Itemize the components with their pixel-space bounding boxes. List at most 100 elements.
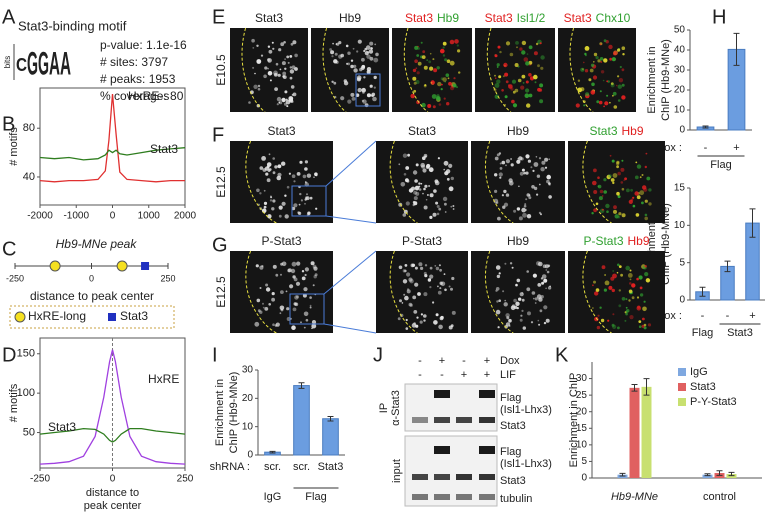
cell	[528, 196, 532, 200]
cell	[373, 86, 376, 89]
cell	[493, 198, 499, 204]
image-label: P-Stat3 Hb9	[583, 234, 649, 248]
cell	[521, 40, 527, 46]
cell	[521, 309, 524, 312]
cell	[292, 40, 297, 45]
band	[434, 474, 450, 480]
y-axis-label: # motifs	[8, 383, 20, 422]
cell	[414, 59, 418, 63]
category-label: +	[733, 142, 739, 154]
cell	[357, 87, 362, 93]
cell	[309, 306, 312, 309]
legend-swatch	[678, 383, 686, 391]
cell	[617, 48, 621, 52]
cell	[264, 66, 268, 70]
cell	[543, 278, 548, 283]
cell	[332, 42, 334, 45]
cell	[545, 269, 548, 271]
cell	[420, 41, 423, 44]
cell	[525, 154, 530, 159]
cell	[419, 320, 423, 324]
cell	[545, 287, 547, 290]
x-tick-label: -2000	[27, 211, 53, 222]
cell	[442, 54, 446, 57]
condition-sign: +	[484, 355, 490, 367]
cell	[428, 167, 434, 173]
label-part: P-Stat3	[402, 234, 442, 248]
cell	[612, 181, 615, 185]
cell	[428, 60, 432, 64]
cell	[597, 176, 600, 179]
cell	[296, 261, 301, 266]
cell	[443, 168, 446, 171]
cell	[435, 266, 440, 271]
cell	[403, 293, 406, 296]
cell	[516, 46, 518, 49]
cell	[591, 82, 595, 87]
cell	[301, 270, 305, 273]
cell	[595, 56, 599, 60]
cell	[410, 263, 415, 268]
cell	[436, 205, 440, 208]
cell	[599, 189, 604, 194]
cell	[437, 157, 440, 160]
cell	[456, 44, 459, 47]
x-tick-label: -1000	[63, 211, 89, 222]
cell	[278, 214, 282, 218]
cell	[422, 50, 426, 54]
cell	[494, 94, 499, 99]
cell	[404, 295, 409, 301]
category-label: -	[701, 310, 705, 322]
cell	[494, 74, 496, 77]
cell	[540, 167, 545, 172]
cell	[269, 199, 273, 202]
panel-letter: K	[555, 344, 569, 366]
cell	[408, 277, 413, 282]
cell	[398, 265, 403, 270]
cell	[304, 196, 308, 200]
cell	[580, 87, 585, 92]
cell	[439, 281, 444, 286]
y-tick-label: 0	[581, 473, 587, 484]
cell	[256, 44, 259, 47]
cell	[434, 265, 437, 267]
cell	[516, 207, 521, 211]
cell	[405, 166, 410, 170]
cell	[520, 85, 525, 90]
cell	[531, 185, 535, 189]
legend-label: IgG	[690, 366, 708, 378]
cell	[643, 187, 648, 192]
cell	[510, 158, 512, 160]
cell	[289, 284, 294, 289]
cell	[494, 173, 498, 177]
cell	[440, 315, 443, 319]
cell	[438, 324, 443, 330]
band	[479, 474, 495, 480]
cell	[503, 202, 509, 207]
cell	[287, 61, 290, 64]
label-part: Stat3	[267, 124, 295, 138]
series-label: HxRE	[148, 372, 179, 386]
cell	[298, 211, 302, 215]
cell	[636, 277, 639, 281]
cell	[315, 207, 318, 210]
cell	[304, 160, 308, 164]
x-tick-label: -250	[6, 273, 24, 283]
cell	[370, 47, 373, 50]
cell	[263, 201, 268, 205]
cell	[598, 196, 603, 201]
cell	[428, 185, 431, 187]
condition-sign: +	[461, 369, 467, 381]
cell	[334, 52, 338, 56]
label-part: Stat3	[485, 11, 513, 25]
cell	[534, 302, 537, 304]
cell	[347, 51, 351, 55]
cell	[288, 96, 294, 101]
cell	[343, 81, 349, 86]
cell	[617, 99, 621, 102]
cell	[357, 39, 362, 44]
cell	[627, 273, 633, 278]
cell	[429, 66, 434, 71]
error-bar	[728, 471, 735, 477]
